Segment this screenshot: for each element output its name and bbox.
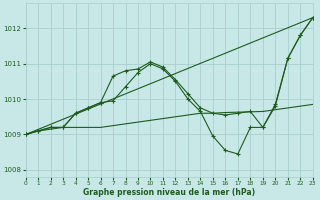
X-axis label: Graphe pression niveau de la mer (hPa): Graphe pression niveau de la mer (hPa) — [83, 188, 255, 197]
